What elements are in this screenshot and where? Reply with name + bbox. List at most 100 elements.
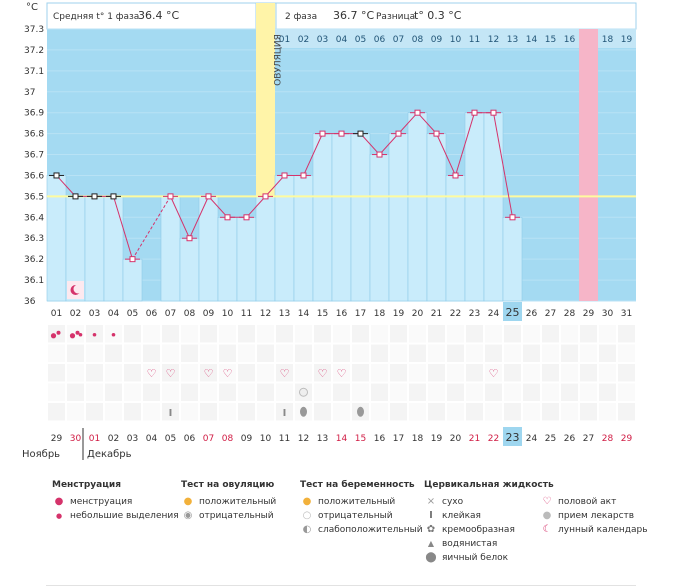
symbol-cell	[218, 363, 237, 383]
symbol-cell	[541, 343, 560, 363]
calendar-date-label: 27	[583, 434, 594, 444]
y-tick-label: 37.3	[24, 25, 44, 35]
data-point	[395, 130, 402, 137]
sticky-icon: I	[283, 408, 287, 419]
symbol-cell	[465, 324, 484, 344]
calendar-date-label: 30	[70, 434, 82, 444]
data-point	[319, 130, 326, 137]
symbol-cell	[256, 402, 275, 422]
symbol-cell	[484, 402, 503, 422]
symbol-cell	[237, 343, 256, 363]
y-tick-label: 37.2	[24, 46, 44, 56]
data-point	[433, 130, 440, 137]
phase2-day-label: 03	[317, 35, 328, 45]
negative-icon: ◉	[183, 510, 193, 521]
symbol-cell	[503, 382, 522, 402]
data-point	[91, 193, 98, 200]
symbol-cell	[47, 402, 66, 422]
phase1-label: Средняя t° 1 фаза	[53, 12, 139, 22]
cycle-day-label: 20	[412, 309, 424, 319]
temperature-bar	[236, 217, 257, 302]
symbol-cell	[389, 324, 408, 344]
symbol-cell	[66, 402, 85, 422]
legend-label: водянистая	[442, 539, 498, 549]
symbol-cell	[256, 382, 275, 402]
drops-icon	[75, 330, 80, 335]
symbol-cell	[66, 343, 85, 363]
symbol-cell	[351, 382, 370, 402]
heart-icon: ♡	[318, 367, 328, 380]
symbol-cell	[199, 382, 218, 402]
creamy-icon: ✿	[426, 524, 436, 535]
phase2-diff-label: Разница	[376, 12, 415, 22]
symbol-cell	[218, 324, 237, 344]
phase2-day-label: 15	[545, 35, 556, 45]
symbol-cell	[465, 382, 484, 402]
data-point	[357, 130, 364, 137]
symbol-cell	[180, 343, 199, 363]
symbol-cell	[313, 382, 332, 402]
symbol-cell	[85, 402, 104, 422]
data-point	[186, 235, 193, 242]
cycle-day-label: 16	[336, 309, 348, 319]
symbol-cell	[522, 343, 541, 363]
drops-icon: ●	[54, 496, 64, 507]
temperature-bar	[46, 175, 67, 302]
phase1-box	[46, 2, 257, 30]
calendar-date-label: 09	[241, 434, 253, 444]
symbol-cell	[408, 363, 427, 383]
temperature-line	[246, 196, 266, 218]
symbol-cell	[389, 402, 408, 422]
symbol-cell	[408, 382, 427, 402]
symbol-cell	[237, 382, 256, 402]
calendar-date-label: 06	[184, 434, 196, 444]
heart-icon: ♡	[147, 367, 157, 380]
symbol-cell	[332, 402, 351, 422]
symbol-cell	[579, 382, 598, 402]
symbol-cell	[522, 324, 541, 344]
cycle-day-label: 08	[184, 309, 196, 319]
symbol-cell	[275, 343, 294, 363]
calendar-date-label: 26	[564, 434, 576, 444]
data-point	[129, 256, 136, 263]
calendar-date-label: 13	[317, 434, 328, 444]
temperature-bar	[426, 133, 447, 302]
temperature-bar	[464, 112, 485, 302]
cycle-day-label: 23	[469, 309, 480, 319]
legend-label: кремообразная	[442, 525, 515, 535]
data-point	[110, 193, 117, 200]
symbol-cell	[199, 343, 218, 363]
temperature-line	[436, 133, 456, 176]
phase2-day-label: 13	[507, 35, 518, 45]
symbol-cell	[275, 363, 294, 383]
symbol-cell	[579, 363, 598, 383]
y-tick-label: 37	[24, 88, 35, 98]
data-point	[243, 214, 250, 221]
moon-icon-cut	[73, 284, 83, 294]
legend-title: Тест на овуляцию	[181, 480, 275, 490]
cycle-day-label: 30	[602, 309, 614, 319]
phase2-day-label: 12	[488, 35, 499, 45]
cycle-day-label: 27	[545, 309, 556, 319]
phase2-day-label: 07	[393, 35, 404, 45]
calendar-date-label: 14	[336, 434, 348, 444]
cycle-day-label: 13	[279, 309, 290, 319]
symbol-cell	[332, 324, 351, 344]
y-tick-label: 36.1	[24, 276, 44, 286]
symbol-cell	[560, 324, 579, 344]
legend-label: лунный календарь	[558, 525, 648, 535]
symbol-cell	[579, 324, 598, 344]
pill-icon: ●	[542, 510, 552, 521]
phase1-value: 36.4 °C	[138, 9, 179, 22]
temperature-line	[265, 175, 285, 197]
temperature-bar	[407, 112, 428, 302]
symbol-cell	[560, 363, 579, 383]
cycle-day-label: 18	[374, 309, 386, 319]
symbol-cell	[351, 324, 370, 344]
temperature-bar	[388, 133, 409, 302]
ovulation-label: ОВУЛЯЦИЯ	[274, 34, 284, 86]
month-label: Ноябрь	[22, 449, 60, 460]
symbol-cell	[560, 382, 579, 402]
cycle-day-label: 06	[146, 309, 158, 319]
symbol-cell	[123, 343, 142, 363]
